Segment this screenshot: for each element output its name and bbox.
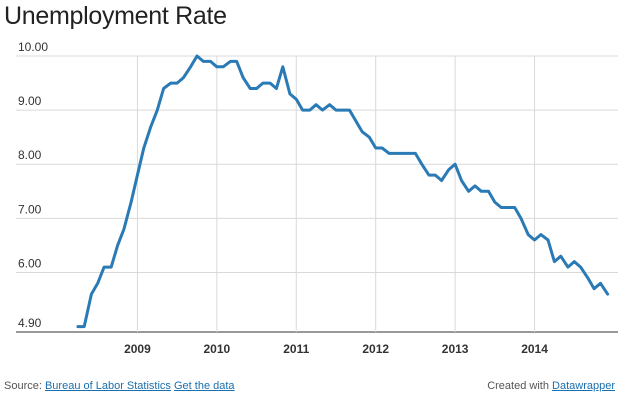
source-prefix: Source: [4,380,45,392]
x-tick-label: 2013 [442,342,469,356]
x-tick-label: 2009 [124,342,151,356]
series-lines [76,54,610,329]
get-data-link[interactable]: Get the data [174,380,235,392]
y-tick-label: 6.00 [18,256,42,270]
y-tick-labels: 10.00 9.00 8.00 7.00 6.00 4.90 [18,40,48,330]
x-tick-labels: 2009 2010 2011 2012 2013 2014 [124,342,548,356]
x-tick-label: 2014 [521,342,548,356]
x-tick-label: 2010 [203,342,230,356]
x-tick-label: 2012 [362,342,389,356]
datawrapper-link[interactable]: Datawrapper [552,380,615,392]
x-gridlines [136,56,536,332]
credit-note: Created with Datawrapper [487,380,615,392]
source-note: Source: Bureau of Labor Statistics Get t… [4,380,235,392]
credit-prefix: Created with [487,380,553,392]
x-tick-label: 2011 [283,342,309,356]
gridlines [16,55,618,333]
y-tick-label: 9.00 [18,94,42,108]
chart-title: Unemployment Rate [4,2,227,30]
y-tick-label: 4.90 [18,316,42,330]
source-link[interactable]: Bureau of Labor Statistics [44,380,171,392]
y-tick-label: 7.00 [18,202,42,216]
y-tick-label: 8.00 [18,148,42,162]
y-tick-label: 10.00 [18,40,48,54]
series-line [76,54,610,329]
